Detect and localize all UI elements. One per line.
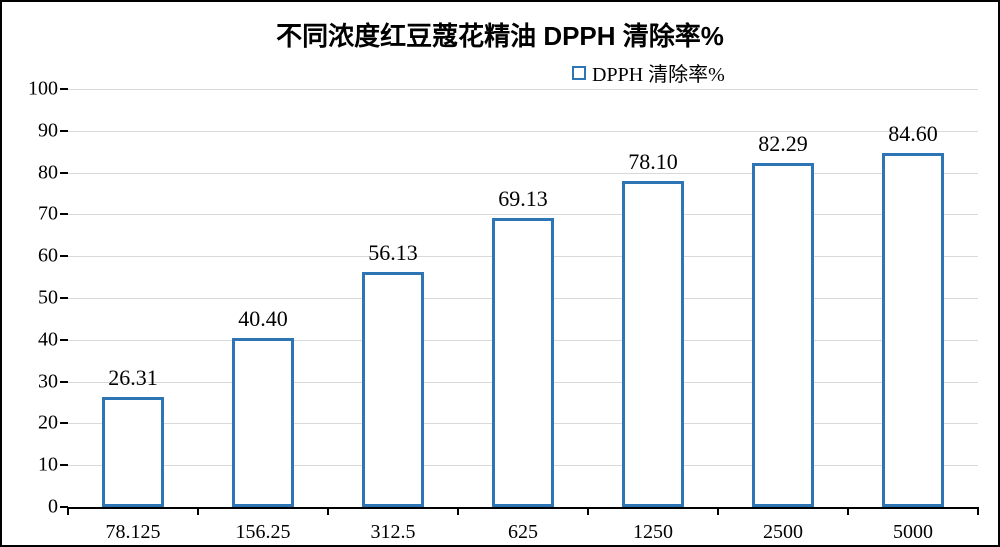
chart-container: 不同浓度红豆蔻花精油 DPPH 清除率% DPPH 清除率% 010203040… [0,0,1000,547]
bar [752,163,814,507]
y-tick-label: 100 [28,78,58,101]
y-tick-mark [60,381,68,383]
y-tick-label: 50 [38,287,58,310]
y-tick-mark [60,130,68,132]
y-tick-label: 60 [38,245,58,268]
x-tick-mark [717,507,719,515]
x-tick-label: 312.5 [371,521,416,544]
gridline [68,173,978,174]
bar-value-label: 56.13 [368,240,418,266]
chart-title: 不同浓度红豆蔻花精油 DPPH 清除率% [2,16,998,53]
bar [622,181,684,507]
legend-swatch [572,66,586,80]
y-tick-label: 70 [38,203,58,226]
bar-value-label: 69.13 [498,186,548,212]
y-tick-label: 90 [38,119,58,142]
y-tick-mark [60,297,68,299]
x-tick-label: 156.25 [236,521,291,544]
y-tick-label: 10 [38,454,58,477]
bar-value-label: 78.10 [628,149,678,175]
x-tick-label: 5000 [893,521,933,544]
x-tick-label: 78.125 [106,521,161,544]
bar-value-label: 82.29 [758,131,808,157]
gridline [68,214,978,215]
y-tick-mark [60,213,68,215]
y-tick-label: 30 [38,370,58,393]
x-tick-label: 1250 [633,521,673,544]
y-tick-mark [60,172,68,174]
x-tick-label: 625 [508,521,538,544]
gridline [68,131,978,132]
y-tick-mark [60,255,68,257]
bar [492,218,554,507]
x-tick-label: 2500 [763,521,803,544]
bar-value-label: 40.40 [238,306,288,332]
y-tick-label: 20 [38,412,58,435]
y-tick-mark [60,422,68,424]
bar-value-label: 84.60 [888,121,938,147]
legend: DPPH 清除率% [572,58,725,87]
y-tick-mark [60,339,68,341]
gridline [68,89,978,90]
bar [362,272,424,507]
bar [102,397,164,507]
y-tick-label: 0 [48,496,58,519]
x-tick-mark [847,507,849,515]
y-tick-label: 40 [38,328,58,351]
x-tick-mark [67,507,69,515]
x-tick-mark [587,507,589,515]
bar [232,338,294,507]
plot-area: 010203040506070809010078.125156.25312.56… [68,89,978,509]
x-tick-mark [327,507,329,515]
x-tick-mark [197,507,199,515]
y-tick-label: 80 [38,161,58,184]
x-tick-mark [977,507,979,515]
y-tick-mark [60,464,68,466]
bar [882,153,944,507]
legend-label: DPPH 清除率% [592,58,725,87]
x-tick-mark [457,507,459,515]
y-tick-mark [60,88,68,90]
bar-value-label: 26.31 [108,365,158,391]
